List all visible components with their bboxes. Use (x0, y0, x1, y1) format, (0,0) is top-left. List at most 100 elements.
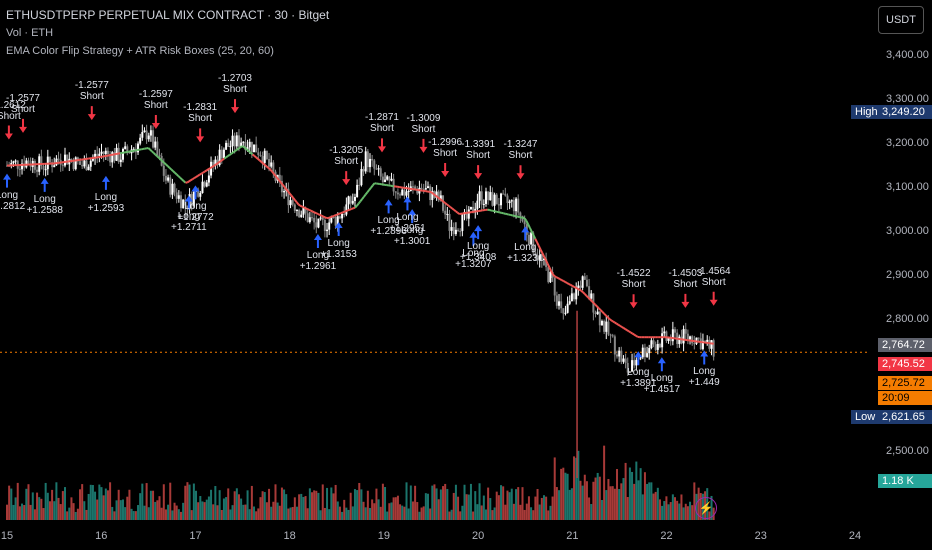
time-tick: 24 (848, 530, 862, 542)
candle-body (497, 204, 500, 206)
volume-bar (278, 505, 281, 520)
long-arrow-icon (469, 231, 478, 246)
volume-bar (422, 506, 425, 520)
ema-segment (587, 296, 591, 301)
long-arrow-icon (403, 196, 412, 211)
candle-body (109, 153, 112, 163)
high-label: High (851, 105, 882, 119)
candle-body (167, 177, 170, 181)
volume-bar (628, 467, 631, 520)
candle-body (173, 183, 176, 193)
ema-segment (230, 151, 234, 155)
volume-bar (356, 490, 359, 520)
candle-body (106, 150, 109, 154)
symbol-title[interactable]: ETHUSDTPERP PERPETUAL MIX CONTRACT · 30 … (6, 8, 330, 22)
volume-bar (6, 504, 8, 520)
long-arrow-icon (184, 195, 193, 210)
ema-segment (229, 152, 232, 156)
candle-body (212, 161, 215, 166)
candle-body (240, 142, 243, 147)
currency-button[interactable]: USDT (878, 6, 924, 34)
last-price-tag: 2,725.72 (878, 376, 932, 390)
volume-bar (132, 511, 135, 520)
candle-body (693, 343, 696, 345)
candle-body (598, 311, 601, 326)
volume-legend[interactable]: Vol · ETH (6, 27, 54, 39)
volume-bar (613, 488, 616, 520)
ema-segment (523, 217, 528, 222)
candle-body (538, 255, 541, 260)
time-tick: 16 (95, 530, 108, 542)
price-tag-2: 2,745.52 (878, 357, 932, 371)
candle-body (643, 347, 646, 357)
candle-body (686, 333, 689, 340)
candle-body (478, 191, 481, 201)
ema-segment (349, 208, 352, 211)
candle-body (512, 200, 515, 212)
volume-bar (512, 503, 515, 520)
volume-bar (585, 481, 588, 520)
ema-segment (630, 331, 633, 335)
candle-body (121, 148, 124, 160)
volume-bar (500, 485, 503, 520)
candle-body (220, 149, 223, 159)
ema-segment (267, 167, 271, 171)
ema-segment (287, 190, 291, 195)
candle-body (81, 164, 84, 167)
candle-body (431, 190, 434, 200)
ema-segment (537, 245, 542, 250)
ema-segment (195, 175, 199, 178)
ema-segment (432, 192, 436, 196)
candle-body (590, 293, 593, 299)
ema-segment (564, 281, 568, 284)
volume-bar (560, 468, 563, 520)
volume-bar (14, 497, 17, 520)
candle-body (439, 195, 442, 201)
volume-bar (70, 497, 73, 520)
volume-bar (480, 505, 483, 520)
volume-bar (68, 507, 71, 520)
candle-body (560, 301, 563, 309)
candle-body (111, 152, 114, 163)
candle-body (89, 160, 92, 167)
short-arrow-icon (441, 163, 450, 177)
ema-segment (437, 196, 441, 200)
short-signal-label: -1.4503 Short (668, 267, 703, 290)
candle-body (311, 217, 314, 219)
candle-body (83, 160, 86, 167)
volume-bar (192, 483, 195, 520)
candle-body (631, 360, 634, 372)
candle-body (85, 160, 88, 171)
candle-body (502, 193, 505, 195)
short-signal-label: -1.4522 Short (616, 268, 651, 291)
candle-body (480, 191, 483, 205)
candle-body (351, 200, 354, 204)
ema-segment (202, 170, 206, 174)
volume-bar (259, 497, 262, 520)
indicator-legend[interactable]: EMA Color Flip Strategy + ATR Risk Boxes… (6, 45, 274, 57)
long-arrow-icon (634, 351, 643, 366)
volume-bar (442, 486, 445, 520)
volume-bar (671, 494, 674, 520)
volume-value-tag: 1.18 K (878, 474, 932, 488)
ema-segment (624, 328, 628, 332)
ema-segment (179, 176, 183, 181)
flash-icon[interactable]: ⚡ (695, 497, 717, 519)
ema-segment (338, 212, 342, 215)
ema-segment (257, 158, 261, 162)
volume-bar (545, 496, 548, 520)
candle-body (420, 187, 423, 190)
ema-segment (615, 322, 619, 326)
volume-bar (203, 502, 206, 520)
volume-bar (141, 483, 144, 520)
candle-body (454, 229, 457, 235)
long-signal-label: Long +1.3891 (620, 367, 657, 390)
long-arrow-icon (657, 357, 666, 372)
candle-body (424, 188, 427, 190)
volume-bar (686, 506, 689, 520)
ema-segment (160, 158, 164, 162)
long-arrow-icon (334, 222, 343, 236)
ema-segment (583, 293, 588, 297)
candle-body (152, 130, 155, 148)
